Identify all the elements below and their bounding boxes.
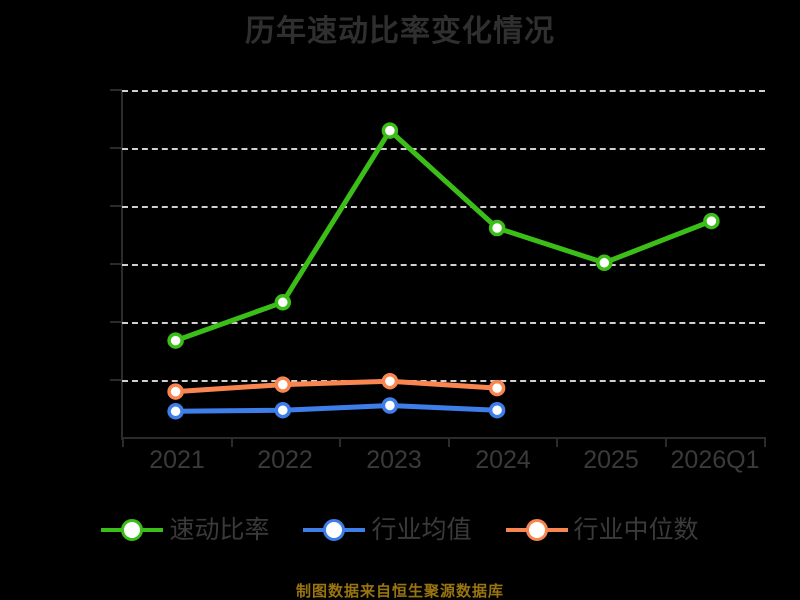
chart-legend: 速动比率 行业均值 行业中位数 bbox=[0, 515, 800, 545]
gridline-15 bbox=[122, 264, 765, 266]
x-tick-mark-4 bbox=[556, 438, 558, 447]
gridline-20 bbox=[122, 206, 765, 208]
legend-dot-quick-ratio bbox=[121, 519, 144, 541]
x-tick-label-2025: 2025 bbox=[583, 446, 639, 474]
x-tick-mark-6 bbox=[764, 438, 766, 447]
y-tick-mark-10 bbox=[110, 321, 122, 323]
y-tick-mark-30 bbox=[110, 89, 122, 91]
gridline-10 bbox=[122, 322, 765, 324]
gridline-25 bbox=[122, 148, 765, 150]
x-tick-label-2022: 2022 bbox=[257, 446, 313, 474]
legend-marker-icon-quick-ratio bbox=[101, 515, 164, 545]
y-tick-mark-15 bbox=[110, 263, 122, 265]
y-tick-mark-5 bbox=[110, 379, 122, 381]
x-tick-label-2021: 2021 bbox=[149, 446, 205, 474]
legend-marker-icon-industry-median bbox=[505, 515, 568, 545]
footer-note: 制图数据来自恒生聚源数据库 bbox=[295, 583, 504, 600]
x-tick-mark-5 bbox=[665, 438, 667, 447]
gridline-30 bbox=[122, 90, 765, 92]
legend-item-industry-median[interactable]: 行业中位数 bbox=[505, 515, 699, 545]
x-tick-mark-0 bbox=[122, 438, 124, 447]
legend-label-quick-ratio: 速动比率 bbox=[169, 516, 270, 544]
y-tick-mark-25 bbox=[110, 147, 122, 149]
x-tick-label-2023: 2023 bbox=[366, 446, 422, 474]
legend-dot-industry-median bbox=[525, 519, 548, 541]
legend-label-industry-median: 行业中位数 bbox=[573, 516, 699, 544]
x-axis-line bbox=[121, 437, 766, 439]
legend-item-industry-mean[interactable]: 行业均值 bbox=[303, 515, 472, 545]
y-tick-mark-20 bbox=[110, 205, 122, 207]
x-tick-mark-2 bbox=[339, 438, 341, 447]
x-tick-label-2024: 2024 bbox=[475, 446, 531, 474]
chart-title: 历年速动比率变化情况 bbox=[245, 15, 555, 48]
legend-label-industry-mean: 行业均值 bbox=[371, 516, 472, 544]
legend-marker-icon-industry-mean bbox=[303, 515, 366, 545]
legend-item-quick-ratio[interactable]: 速动比率 bbox=[101, 515, 269, 545]
legend-dot-industry-mean bbox=[323, 519, 346, 541]
x-tick-label-2026q1: 2026Q1 bbox=[670, 446, 760, 474]
plot-area bbox=[122, 90, 765, 438]
gridline-5 bbox=[122, 380, 765, 382]
x-tick-mark-3 bbox=[448, 438, 450, 447]
x-tick-mark-1 bbox=[231, 438, 233, 447]
